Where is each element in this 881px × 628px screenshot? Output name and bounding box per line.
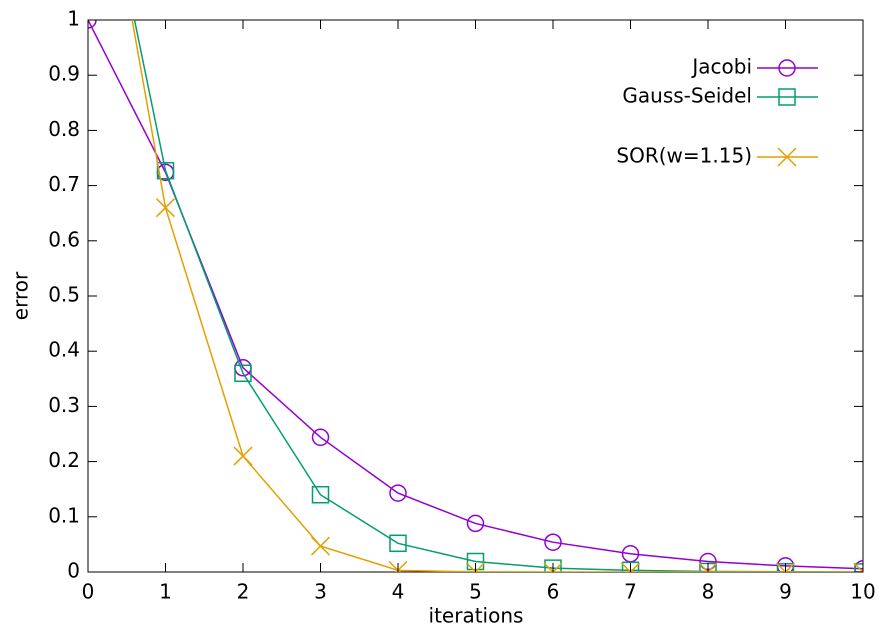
x-tick-label: 3 [314, 580, 327, 604]
x-tick-label: 7 [624, 580, 637, 604]
x-tick-label: 9 [779, 580, 792, 604]
x-tick-label: 8 [702, 580, 715, 604]
data-point [389, 484, 407, 502]
legend-marker [778, 88, 796, 106]
x-tick-label: 0 [82, 580, 95, 604]
legend-label: Gauss-Seidel [622, 84, 752, 108]
y-axis-label: error [9, 271, 33, 320]
y-tick-label: 0.8 [48, 117, 80, 141]
x-tick-label: 10 [850, 580, 875, 604]
legend-marker [778, 59, 796, 77]
data-point [156, 161, 175, 180]
y-tick-label: 0.4 [48, 338, 80, 362]
y-tick-label: 0.1 [48, 503, 80, 527]
data-point [311, 485, 330, 504]
legend-marker [777, 147, 797, 167]
y-tick-label: 0.5 [48, 283, 80, 307]
data-point [543, 562, 563, 572]
x-tick-label: 2 [237, 580, 250, 604]
x-tick-label: 6 [547, 580, 560, 604]
series-line [88, 20, 863, 570]
x-tick-label: 5 [469, 580, 482, 604]
data-point [621, 561, 640, 572]
y-tick-label: 0.6 [48, 227, 80, 251]
data-point [234, 364, 252, 383]
x-tick-label: 4 [392, 580, 405, 604]
x-axis-label: iterations [429, 604, 524, 628]
data-point [544, 559, 562, 572]
data-point [155, 198, 176, 218]
data-point [311, 428, 330, 447]
data-point [698, 562, 718, 572]
data-point [544, 533, 562, 551]
legend-label: Jacobi [690, 55, 752, 79]
y-tick-label: 0 [67, 559, 80, 583]
data-point [233, 446, 253, 466]
y-tick-label: 0.9 [48, 62, 80, 86]
legend-label: SOR(w=1.15) [616, 144, 752, 168]
x-tick-label: 1 [159, 580, 172, 604]
plot-area [88, 20, 863, 572]
y-tick-label: 0.3 [48, 393, 80, 417]
data-point [466, 514, 485, 533]
y-tick-label: 1 [67, 7, 80, 31]
y-tick-label: 0.7 [48, 172, 80, 196]
data-point [620, 562, 641, 572]
data-point [310, 536, 331, 556]
data-point [389, 534, 407, 553]
data-point [853, 562, 863, 572]
y-tick-label: 0.2 [48, 448, 80, 472]
data-point [775, 562, 796, 572]
